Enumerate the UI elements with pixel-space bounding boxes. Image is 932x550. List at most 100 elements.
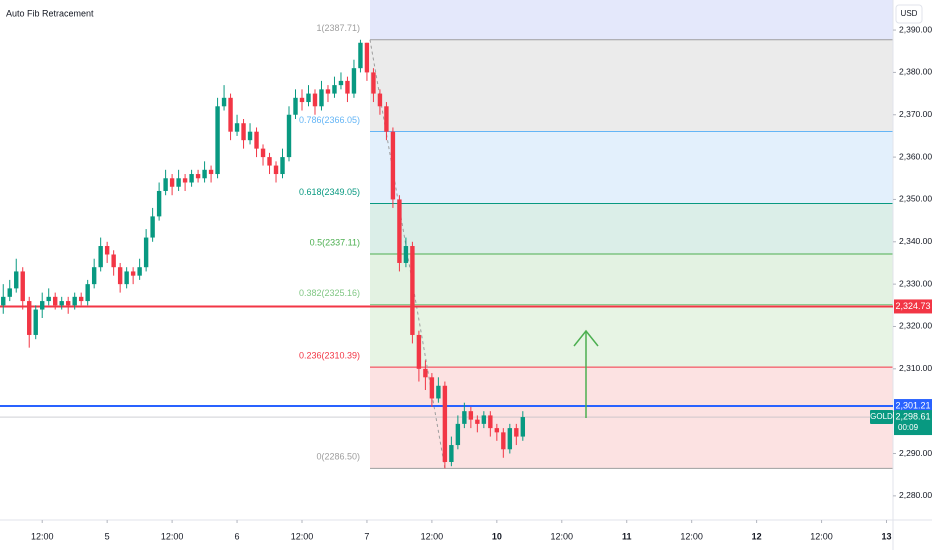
candle-body xyxy=(410,246,415,335)
candle-body xyxy=(46,296,51,302)
fib-zone xyxy=(370,203,893,255)
price-label: 2,301.21 xyxy=(895,400,930,410)
candle-body xyxy=(455,423,461,446)
y-tick-label: 2,360.00 xyxy=(899,151,932,161)
candle-body xyxy=(117,267,123,285)
candle-body xyxy=(358,42,363,69)
candle-body xyxy=(299,97,305,103)
y-tick-label: 2,350.00 xyxy=(899,194,932,204)
candle-body xyxy=(85,284,90,302)
candle-body xyxy=(449,445,454,462)
fib-label: 0.5(2337.11) xyxy=(310,237,360,247)
candle-body xyxy=(241,123,246,141)
candle-body xyxy=(520,417,526,437)
candle-body xyxy=(33,309,38,335)
x-tick-label: 12:00 xyxy=(421,531,444,541)
candle-body xyxy=(111,254,116,268)
candle-body xyxy=(312,93,318,107)
x-tick-label: 11 xyxy=(622,531,632,541)
arrow-head xyxy=(573,329,599,347)
fib-zone xyxy=(370,254,893,305)
candle-body xyxy=(27,301,32,335)
candle-body xyxy=(163,178,168,191)
y-tick-label: 2,370.00 xyxy=(899,109,932,119)
candle-body xyxy=(351,68,357,94)
candle-body xyxy=(338,80,344,86)
candle-body xyxy=(260,148,266,158)
x-tick-label: 12:00 xyxy=(291,531,314,541)
x-tick-label: 12:00 xyxy=(161,531,184,541)
fib-label: 0.236(2310.39) xyxy=(299,351,360,361)
candle-body xyxy=(208,169,214,175)
fib-zone xyxy=(370,304,893,368)
price-label: 2,324.73 xyxy=(895,301,930,311)
candle-body xyxy=(215,106,220,175)
y-tick-label: 2,340.00 xyxy=(899,236,932,246)
chart-title: Auto Fib Retracement xyxy=(6,8,94,18)
candle-body xyxy=(345,80,350,94)
candle-body xyxy=(72,296,77,306)
fib-label: 0.618(2349.05) xyxy=(299,187,360,197)
x-tick-label: 12:00 xyxy=(551,531,574,541)
currency-label: USD xyxy=(901,9,918,18)
candle-body xyxy=(390,131,396,200)
candle-body xyxy=(293,97,298,115)
fib-label: 0.382(2325.16) xyxy=(299,288,360,298)
candle-body xyxy=(325,89,331,94)
candle-body xyxy=(221,97,227,107)
fib-zone xyxy=(370,0,893,40)
candle-body xyxy=(104,246,110,255)
candle-body xyxy=(7,288,12,297)
symbol-box xyxy=(870,410,893,425)
last-price-label: 2,298.61 xyxy=(895,411,930,421)
candle-body xyxy=(332,85,337,94)
y-tick-label: 2,320.00 xyxy=(899,321,932,331)
candle-body xyxy=(436,385,441,399)
candle-body xyxy=(195,174,201,179)
candle-body xyxy=(423,368,428,378)
x-tick-label: 5 xyxy=(105,531,110,541)
price-label-box xyxy=(894,399,932,414)
candle-body xyxy=(429,377,435,399)
candle-body xyxy=(364,42,370,73)
x-tick-label: 12:00 xyxy=(31,531,54,541)
candle-body xyxy=(286,114,292,158)
candle-body xyxy=(189,174,194,183)
price-label-box xyxy=(894,299,932,314)
candle-body xyxy=(247,131,253,141)
candle-body xyxy=(40,301,45,310)
fib-zone xyxy=(370,131,893,204)
y-tick-label: 2,310.00 xyxy=(899,363,932,373)
candle-body xyxy=(475,419,480,424)
candle-body xyxy=(1,296,6,306)
y-tick-label: 2,280.00 xyxy=(899,490,932,500)
candle-body xyxy=(384,106,389,132)
candle-body xyxy=(267,157,272,166)
candle-body xyxy=(143,237,149,268)
candle-body xyxy=(488,415,493,429)
candle-body xyxy=(234,123,240,132)
x-tick-label: 12:00 xyxy=(810,531,833,541)
candle-body xyxy=(98,246,103,268)
y-tick-label: 2,390.00 xyxy=(899,24,932,34)
fib-label: 0.786(2366.05) xyxy=(299,115,360,125)
x-tick-label: 13 xyxy=(881,531,891,541)
candle-body xyxy=(397,199,402,263)
candle-body xyxy=(280,157,285,175)
candle-body xyxy=(182,178,188,183)
candle-body xyxy=(176,178,181,187)
y-tick-label: 2,380.00 xyxy=(899,67,932,77)
y-tick-label: 2,330.00 xyxy=(899,278,932,288)
candle-body xyxy=(501,432,506,450)
currency-box xyxy=(895,4,923,24)
candle-body xyxy=(53,296,58,306)
candle-body xyxy=(169,178,175,187)
candle-body xyxy=(137,267,142,276)
candle-body xyxy=(273,165,279,175)
candle-body xyxy=(130,271,136,276)
last-price-box xyxy=(894,410,932,436)
candle-body xyxy=(442,385,448,462)
y-tick-label: 2,290.00 xyxy=(899,448,932,458)
candle-body xyxy=(319,89,324,107)
